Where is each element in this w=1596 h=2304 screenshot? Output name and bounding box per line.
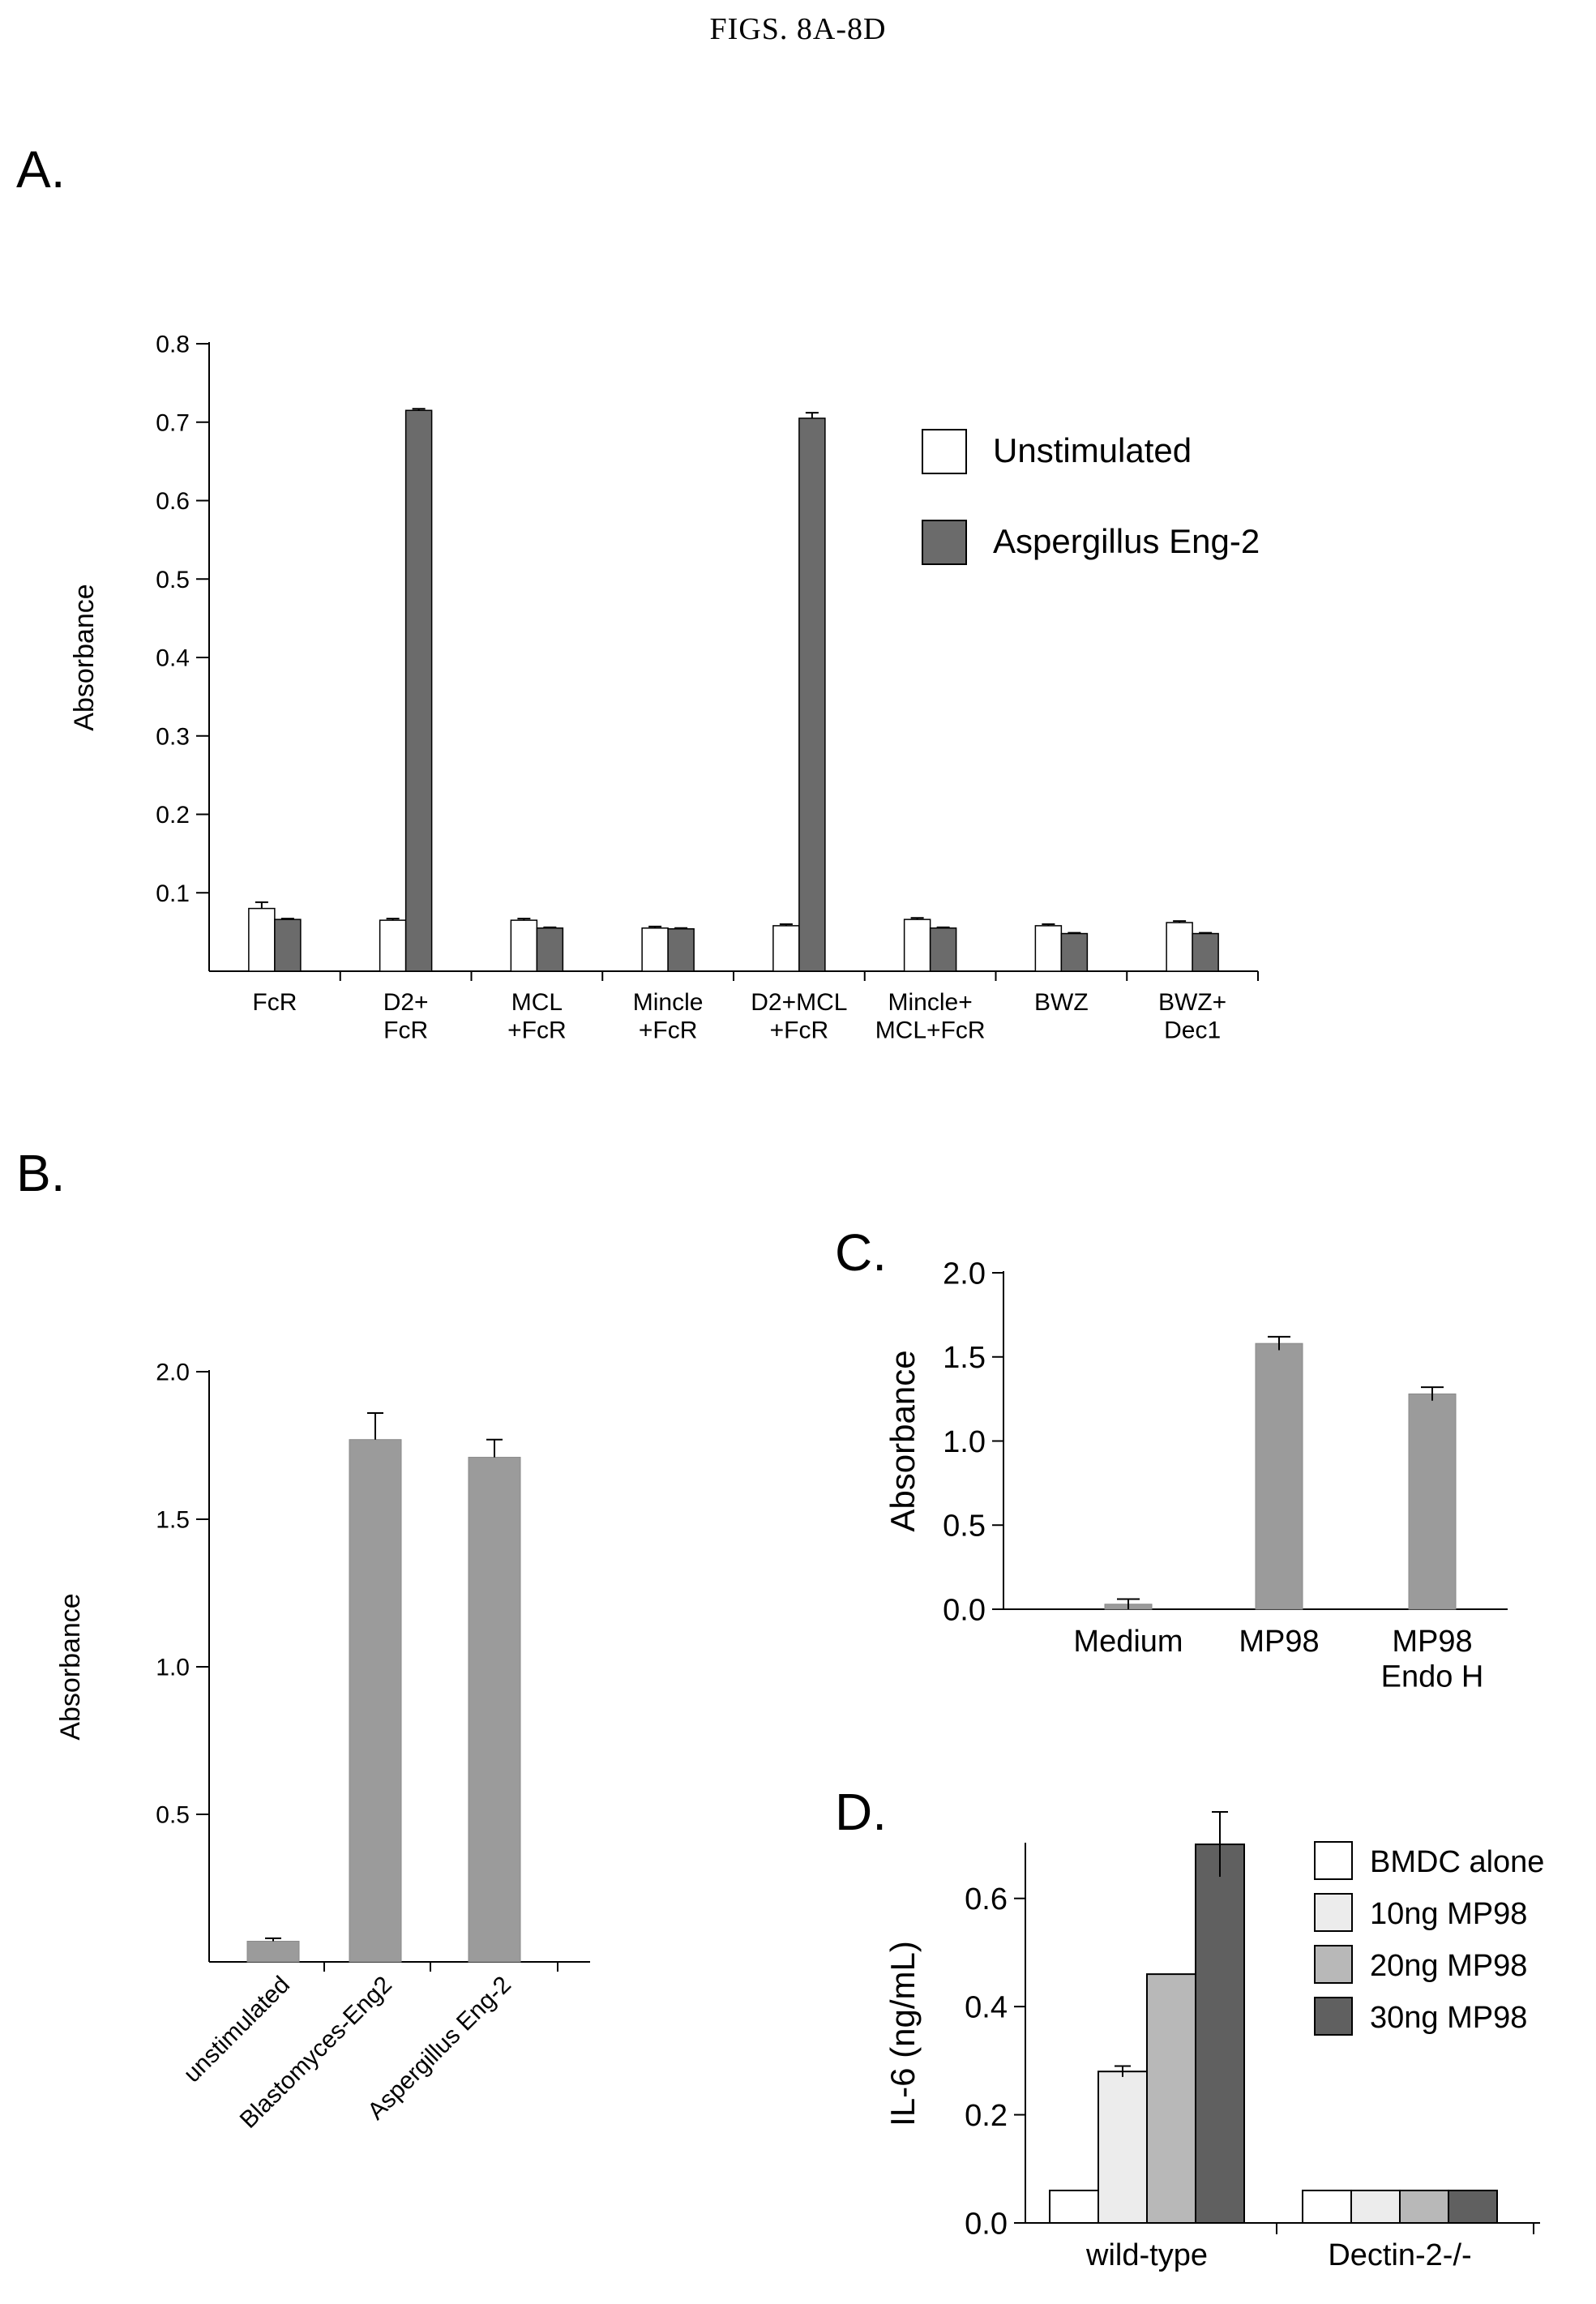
chart-b-y-tick-label: 1.0 bbox=[156, 1655, 190, 1681]
chart-c-bar bbox=[1408, 1393, 1457, 1610]
panel-label-a: A. bbox=[16, 140, 66, 199]
chart-d-y-tick-label: 0.6 bbox=[965, 1882, 1008, 1916]
chart-a-y-tick-label: 0.5 bbox=[156, 567, 190, 593]
chart-a-y-tick-label: 0.3 bbox=[156, 723, 190, 750]
chart-a-bar bbox=[929, 927, 957, 972]
chart-c-y-axis-label: Absorbance bbox=[884, 1350, 922, 1531]
chart-a-bar bbox=[903, 919, 931, 972]
chart-a-x-tick-label: D2+MCL bbox=[751, 989, 847, 1016]
chart-d-legend-swatch bbox=[1314, 1841, 1353, 1880]
chart-d-bar bbox=[1098, 2071, 1148, 2224]
chart-d-legend-label: BMDC alone bbox=[1370, 1845, 1544, 1879]
chart-c-y-tick-label: 1.0 bbox=[943, 1425, 986, 1459]
chart-b-bar bbox=[468, 1457, 521, 1963]
chart-d-bar bbox=[1448, 2189, 1498, 2225]
chart-a-y-tick-label: 0.7 bbox=[156, 409, 190, 436]
chart-b-bar bbox=[349, 1439, 402, 1963]
chart-d-legend-label: 10ng MP98 bbox=[1370, 1897, 1527, 1931]
chart-a-x-tick-label: +FcR bbox=[770, 1017, 829, 1044]
chart-a-x-tick-label: Dec1 bbox=[1164, 1017, 1221, 1044]
chart-a-bar bbox=[536, 927, 564, 972]
chart-a-legend-label: Unstimulated bbox=[993, 431, 1192, 469]
chart-d-bar bbox=[1399, 2189, 1449, 2225]
chart-a-x-tick-label: FcR bbox=[383, 1017, 428, 1044]
chart-a-x-tick-label: Mincle+ bbox=[888, 989, 973, 1016]
chart-a-x-tick-label: MCL+FcR bbox=[875, 1017, 986, 1044]
page-title: FIGS. 8A-8D bbox=[709, 12, 887, 46]
chart-c-x-tick-label: Endo H bbox=[1381, 1660, 1484, 1694]
chart-c-y-tick-label: 0.0 bbox=[943, 1593, 986, 1627]
chart-c-x-tick-label: MP98 bbox=[1239, 1625, 1319, 1659]
chart-a-bar bbox=[404, 409, 433, 972]
chart-a-y-tick-label: 0.6 bbox=[156, 488, 190, 515]
chart-d-bar bbox=[1302, 2189, 1352, 2225]
panel-label-d: D. bbox=[835, 1783, 887, 1841]
chart-d-bar bbox=[1195, 1844, 1245, 2224]
chart-a-x-tick-label: +FcR bbox=[507, 1017, 567, 1044]
chart-a-x-tick-label: MCL bbox=[511, 989, 563, 1016]
chart-a-y-tick-label: 0.8 bbox=[156, 332, 190, 358]
chart-a-y-tick-label: 0.4 bbox=[156, 645, 190, 672]
chart-d-bar bbox=[1350, 2189, 1401, 2225]
chart-d-y-tick-label: 0.2 bbox=[965, 2099, 1008, 2133]
chart-c-x-tick-label: Medium bbox=[1073, 1625, 1183, 1659]
chart-b-y-axis-label: Absorbance bbox=[55, 1593, 86, 1740]
chart-a-legend-swatch bbox=[922, 520, 967, 565]
chart-a-legend-label: Aspergillus Eng-2 bbox=[993, 522, 1260, 560]
chart-b-bar bbox=[246, 1941, 300, 1963]
chart-a-y-tick-label: 0.1 bbox=[156, 880, 190, 907]
chart-c-y-tick-label: 2.0 bbox=[943, 1257, 986, 1291]
chart-a-bar bbox=[1034, 925, 1063, 972]
chart-d-legend-swatch bbox=[1314, 1893, 1353, 1932]
chart-a-x-tick-label: D2+ bbox=[383, 989, 429, 1016]
chart-c-y-tick-label: 0.5 bbox=[943, 1510, 986, 1544]
chart-b-y-tick-label: 2.0 bbox=[156, 1360, 190, 1386]
chart-d-legend-label: 20ng MP98 bbox=[1370, 1949, 1527, 1983]
chart-a-bar bbox=[641, 927, 669, 972]
chart-c-y-tick-label: 1.5 bbox=[943, 1341, 986, 1375]
chart-a-x-tick-label: Mincle bbox=[633, 989, 704, 1016]
chart-a-x-tick-label: BWZ+ bbox=[1158, 989, 1226, 1016]
chart-a-bar bbox=[274, 919, 302, 972]
chart-a-bar bbox=[1060, 932, 1089, 972]
chart-a-bar bbox=[379, 919, 407, 972]
chart-a-bar bbox=[798, 418, 826, 972]
chart-c-bar bbox=[1255, 1343, 1303, 1610]
chart-d-y-tick-label: 0.4 bbox=[965, 1990, 1008, 2024]
panel-label-b: B. bbox=[16, 1144, 66, 1202]
chart-a-bar bbox=[510, 919, 538, 972]
chart-a-y-axis-label: Absorbance bbox=[69, 584, 100, 730]
chart-d-x-tick-label: Dectin-2-/- bbox=[1328, 2238, 1471, 2272]
panel-label-c: C. bbox=[835, 1223, 887, 1282]
chart-a-x-tick-label: FcR bbox=[252, 989, 297, 1016]
chart-a-bar bbox=[667, 928, 695, 972]
chart-a-bar bbox=[1192, 932, 1219, 972]
chart-d-y-tick-label: 0.0 bbox=[965, 2207, 1008, 2241]
chart-a-bar bbox=[248, 907, 276, 972]
chart-a-legend-swatch bbox=[922, 429, 967, 474]
chart-a-x-tick-label: +FcR bbox=[639, 1017, 698, 1044]
chart-a-x-tick-label: BWZ bbox=[1034, 989, 1089, 1016]
chart-a-bar bbox=[772, 925, 800, 972]
chart-b-y-tick-label: 0.5 bbox=[156, 1802, 190, 1829]
chart-c-x-tick-label: MP98 bbox=[1392, 1625, 1472, 1659]
chart-d-bar bbox=[1146, 1973, 1196, 2224]
chart-d-x-tick-label: wild-type bbox=[1085, 2238, 1208, 2272]
chart-a-bar bbox=[1166, 922, 1193, 972]
chart-b-x-tick-label: unstimulated bbox=[178, 1972, 295, 2088]
chart-d-legend-swatch bbox=[1314, 1945, 1353, 1984]
chart-d-y-axis-label: IL-6 (ng/mL) bbox=[884, 1941, 922, 2126]
chart-d-legend-swatch bbox=[1314, 1997, 1353, 2036]
chart-a-y-tick-label: 0.2 bbox=[156, 802, 190, 829]
chart-d-legend-label: 30ng MP98 bbox=[1370, 2001, 1527, 2035]
chart-d-bar bbox=[1049, 2189, 1099, 2225]
chart-b-y-tick-label: 1.5 bbox=[156, 1507, 190, 1534]
